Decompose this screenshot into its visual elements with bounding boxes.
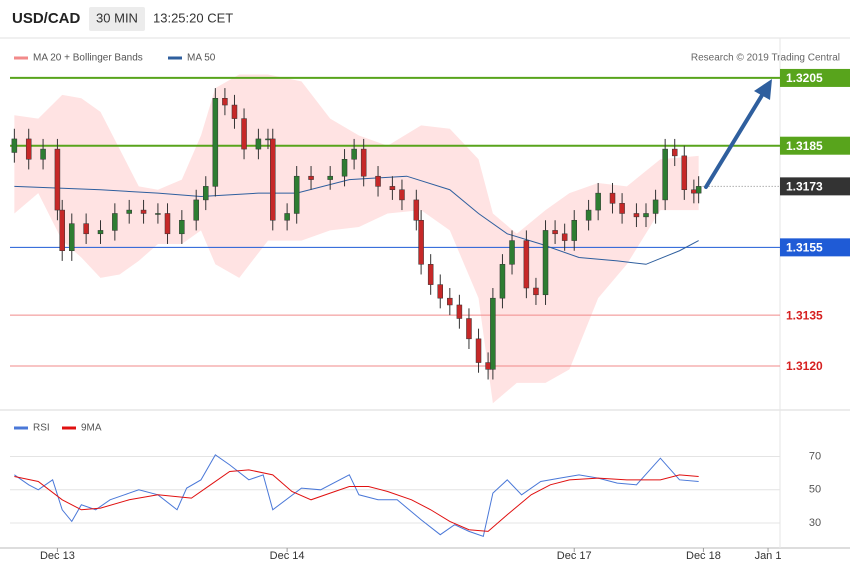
candle-body xyxy=(499,264,506,299)
candle-body xyxy=(293,175,300,214)
legend-label: MA 20 + Bollinger Bands xyxy=(33,53,143,64)
y-tick-label: 30 xyxy=(809,517,821,529)
candle-body xyxy=(456,304,463,319)
candle-body xyxy=(681,155,688,191)
target-arrowhead xyxy=(754,79,772,100)
candle-body xyxy=(375,175,381,187)
price-label: 1.3135 xyxy=(786,308,823,322)
price-label: 1.3205 xyxy=(786,71,823,85)
candle-body xyxy=(40,148,46,160)
candle-body xyxy=(466,318,472,340)
x-tick-label: Dec 18 xyxy=(686,550,721,562)
candle-body xyxy=(509,240,515,265)
price-label-box xyxy=(780,136,850,155)
candle-body xyxy=(609,192,616,204)
price-label-box xyxy=(780,238,850,257)
candle-body xyxy=(112,213,118,231)
candle-body xyxy=(533,287,539,296)
candle-body xyxy=(11,138,18,153)
candle-body xyxy=(212,98,219,187)
candle-body xyxy=(179,219,185,235)
candle-body xyxy=(561,233,568,241)
symbol: USD/CAD xyxy=(12,10,81,27)
candle-body xyxy=(652,199,659,214)
credit: Research © 2019 Trading Central xyxy=(691,53,840,64)
candle-body xyxy=(418,219,424,265)
candle-body xyxy=(270,138,276,221)
price-label-box xyxy=(780,177,850,196)
candle-body xyxy=(571,219,577,241)
legend-label: MA 50 xyxy=(187,53,216,64)
candle-body xyxy=(327,175,333,180)
y-tick-label: 50 xyxy=(809,484,821,496)
candle-body xyxy=(25,138,32,160)
candle-body xyxy=(671,148,678,157)
candle-body xyxy=(351,148,357,160)
candle-body xyxy=(695,186,702,194)
candle-body xyxy=(341,159,348,177)
candle-body xyxy=(255,138,262,150)
indicator-line xyxy=(14,469,699,532)
candle-body xyxy=(523,240,530,289)
x-tick-label: Dec 13 xyxy=(40,550,75,562)
candle-body xyxy=(662,148,668,201)
price-label: 1.3155 xyxy=(786,241,823,255)
candle-body xyxy=(552,230,558,235)
candle-body xyxy=(164,213,171,235)
candle-body xyxy=(399,189,405,201)
candle-body xyxy=(54,148,61,211)
candle-body xyxy=(485,362,491,370)
candle-body xyxy=(585,209,592,221)
candle-body xyxy=(542,230,549,296)
x-tick-label: Jan 1 xyxy=(755,550,782,562)
candle-body xyxy=(633,213,640,218)
candle-body xyxy=(69,223,75,251)
candle-body xyxy=(155,213,161,215)
candle-body xyxy=(140,209,147,214)
candle-body xyxy=(231,104,238,119)
candle-body xyxy=(284,213,290,221)
candle-body xyxy=(59,209,65,251)
ma-line xyxy=(14,175,699,265)
price-label: 1.3185 xyxy=(786,139,823,153)
candle-body xyxy=(126,209,132,214)
candle-body xyxy=(97,230,104,235)
candle-body xyxy=(360,148,367,177)
candle-body xyxy=(83,223,89,235)
candle-body xyxy=(475,338,482,363)
candle-body xyxy=(265,138,271,141)
candle-body xyxy=(222,98,228,106)
candle-body xyxy=(389,186,396,191)
legend-label: 9MA xyxy=(81,423,102,434)
price-label: 1.3120 xyxy=(786,359,823,373)
x-tick-label: Dec 17 xyxy=(557,550,592,562)
target-arrow xyxy=(704,90,766,189)
candle-body xyxy=(490,297,496,370)
price-label: 1.3173 xyxy=(786,180,823,194)
interval: 30 MIN xyxy=(96,10,138,25)
candle-body xyxy=(241,118,247,150)
candle-body xyxy=(595,192,601,211)
price-label-box xyxy=(780,68,850,87)
y-tick-label: 70 xyxy=(809,450,821,462)
time: 13:25:20 CET xyxy=(153,10,233,25)
candle-body xyxy=(643,213,649,218)
indicator-line xyxy=(14,454,699,538)
bollinger-band xyxy=(14,74,699,404)
x-tick-label: Dec 14 xyxy=(270,550,305,562)
candle-body xyxy=(447,297,453,306)
candle-body xyxy=(193,199,199,221)
candle-body xyxy=(619,203,625,214)
candle-body xyxy=(691,189,697,194)
candle-body xyxy=(427,264,434,285)
candle-body xyxy=(437,284,443,299)
interval-box xyxy=(89,7,145,31)
candle-body xyxy=(413,199,420,221)
candle-body xyxy=(308,175,314,180)
candle-body xyxy=(203,186,209,201)
legend-label: RSI xyxy=(33,423,50,434)
